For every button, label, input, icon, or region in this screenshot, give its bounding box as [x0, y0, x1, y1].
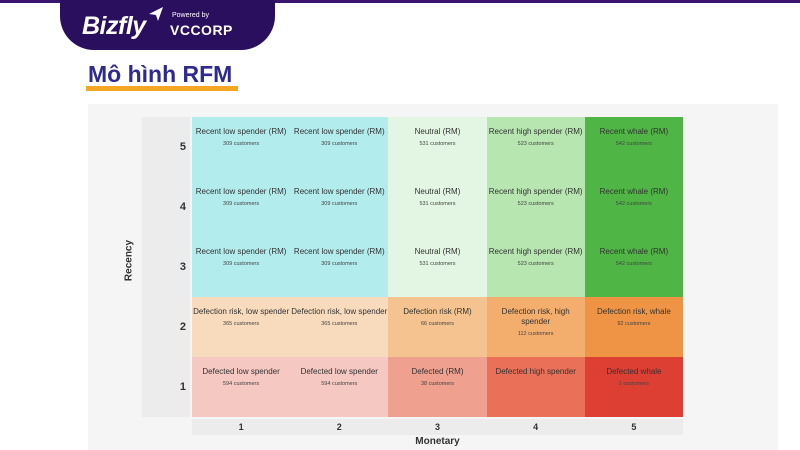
segment-label: Recent low spender (RM): [293, 187, 385, 196]
heatmap-cell: Defected high spender: [486, 357, 585, 417]
segment-label: Neutral (RM): [414, 187, 461, 196]
customer-count-label: 365 customers: [223, 321, 260, 327]
segment-label: Defection risk, low spender: [193, 307, 290, 316]
customer-count-label: 66 customers: [420, 321, 454, 327]
segment-label: Defection risk (RM): [403, 307, 472, 316]
heatmap-cell: Recent whale (RM) 542 customers: [584, 237, 683, 297]
recency-tick-label: 1: [179, 381, 186, 393]
heatmap-cell: Recent low spender (RM) 309 customers: [290, 117, 389, 177]
segment-label: Recent low spender (RM): [195, 127, 287, 136]
heatmap-cell: Defected low spender 594 customers: [290, 357, 389, 417]
heatmap-cell: Defected (RM) 38 customers: [388, 357, 487, 417]
heatmap-cell: Recent low spender (RM) 309 customers: [192, 237, 291, 297]
customer-count-label: 523 customers: [517, 141, 554, 147]
monetary-tick-label: 1: [238, 422, 244, 432]
customer-count-label: 531 customers: [419, 261, 456, 267]
heatmap-cell: Defection risk, low spender 365 customers: [290, 297, 389, 357]
powered-by-text: Powered by: [172, 12, 209, 19]
customer-count-label: 112 customers: [517, 331, 554, 337]
heatmap-cell: Defected whale 1 customers: [584, 357, 683, 417]
segment-label: Recent whale (RM): [599, 247, 669, 256]
segment-label: Recent low spender (RM): [293, 247, 385, 256]
customer-count-label: 523 customers: [517, 201, 554, 207]
segment-label: Neutral (RM): [414, 247, 461, 256]
heatmap-cell: Recent whale (RM) 542 customers: [584, 177, 683, 237]
heatmap-cell: Recent low spender (RM) 309 customers: [290, 237, 389, 297]
customer-count-label: 309 customers: [321, 261, 358, 267]
vccorp-logo: VCCORP: [170, 22, 233, 38]
customer-count-label: 523 customers: [517, 261, 554, 267]
segment-label: Recent whale (RM): [599, 127, 669, 136]
segment-label: Recent high spender (RM): [488, 187, 583, 196]
segment-label: Defected whale: [606, 367, 662, 376]
heatmap-cell: Recent low spender (RM) 309 customers: [192, 177, 291, 237]
heatmap-cell: Neutral (RM) 531 customers: [388, 237, 487, 297]
heatmap-cell: Recent high spender (RM) 523 customers: [486, 117, 585, 177]
heatmap-cell: Defected low spender 594 customers: [192, 357, 291, 417]
recency-tick-label: 5: [179, 141, 186, 153]
customer-count-label: 365 customers: [321, 321, 358, 327]
customer-count-label: 542 customers: [615, 261, 652, 267]
heatmap-cell: Recent low spender (RM) 309 customers: [290, 177, 389, 237]
segment-label: Recent low spender (RM): [195, 187, 287, 196]
monetary-axis: 1 2 3 4 5: [192, 419, 683, 435]
customer-count-label: 594 customers: [321, 381, 358, 387]
customer-count-label: 38 customers: [420, 381, 454, 387]
page-title: Mô hình RFM: [88, 61, 233, 87]
title-underline: [86, 86, 238, 91]
recency-tick-label: 3: [179, 261, 186, 273]
top-accent-bar: [0, 0, 800, 3]
heatmap-cell: Neutral (RM) 531 customers: [388, 177, 487, 237]
heatmap-cell: Defection risk, low spender 365 customers: [192, 297, 291, 357]
segment-label: Recent low spender (RM): [293, 127, 385, 136]
recency-axis: 5 4 3 2 1: [142, 117, 190, 417]
heatmap-cell: Neutral (RM) 531 customers: [388, 117, 487, 177]
monetary-tick-label: 4: [533, 422, 539, 432]
monetary-tick-label: 2: [336, 422, 342, 432]
heatmap-cell: Recent low spender (RM) 309 customers: [192, 117, 291, 177]
heatmap-cell: Defection risk (RM) 66 customers: [388, 297, 487, 357]
customer-count-label: 531 customers: [419, 141, 456, 147]
customer-count-label: 542 customers: [615, 201, 652, 207]
segment-label: Defection risk, whale: [596, 307, 671, 316]
y-axis-label: Recency: [123, 239, 135, 282]
bizfly-logo: Bizfly: [82, 12, 146, 40]
brand-header: [60, 0, 275, 50]
recency-tick-label: 4: [179, 201, 186, 213]
heatmap-cell: Defection risk, whale 92 customers: [584, 297, 683, 357]
segment-label: Defected (RM): [411, 367, 464, 376]
customer-count-label: 531 customers: [419, 201, 456, 207]
paper-plane-icon: [149, 7, 163, 21]
segment-label: Defected high spender: [495, 367, 576, 376]
customer-count-label: 309 customers: [321, 141, 358, 147]
segment-label: Recent high spender (RM): [488, 127, 583, 136]
recency-tick-label: 2: [179, 321, 186, 333]
x-axis-label: Monetary: [415, 436, 460, 447]
rfm-heatmap: Recent low spender (RM) 309 customers Rece…: [192, 117, 683, 417]
heatmap-cell: Recent high spender (RM) 523 customers: [486, 237, 585, 297]
segment-label: Defection risk, low spender: [291, 307, 388, 316]
heatmap-cell: Recent whale (RM) 542 customers: [584, 117, 683, 177]
segment-label: Defection risk, high spender: [501, 307, 570, 326]
monetary-tick-label: 3: [434, 422, 440, 432]
customer-count-label: 92 customers: [617, 321, 651, 327]
monetary-tick-label: 5: [631, 422, 637, 432]
heatmap-cell: Recent high spender (RM) 523 customers: [486, 177, 585, 237]
customer-count-label: 309 customers: [223, 201, 260, 207]
heatmap-cell: Defection risk, high spender 112 customer…: [486, 297, 585, 357]
customer-count-label: 594 customers: [223, 381, 260, 387]
segment-label: Defected low spender: [300, 367, 378, 376]
segment-label: Recent whale (RM): [599, 187, 669, 196]
segment-label: Defected low spender: [202, 367, 280, 376]
customer-count-label: 542 customers: [615, 141, 652, 147]
customer-count-label: 309 customers: [223, 261, 260, 267]
customer-count-label: 309 customers: [321, 201, 358, 207]
segment-label: Neutral (RM): [414, 127, 461, 136]
segment-label: Recent low spender (RM): [195, 247, 287, 256]
customer-count-label: 1 customers: [618, 381, 649, 387]
segment-label: Recent high spender (RM): [488, 247, 583, 256]
customer-count-label: 309 customers: [223, 141, 260, 147]
